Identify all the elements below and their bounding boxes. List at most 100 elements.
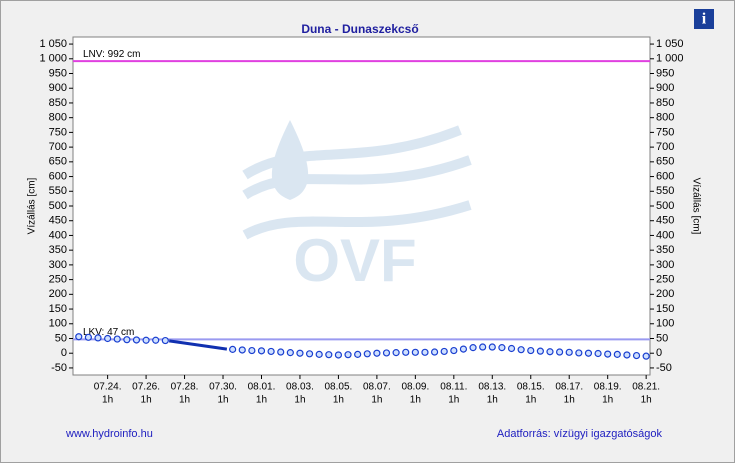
data-point [257,347,266,355]
data-point [479,343,487,351]
x-tick-label: 08.13. [478,382,506,393]
x-tick-time: 1h [564,395,575,406]
footer-link[interactable]: www.hydroinfo.hu [65,428,153,440]
data-point [594,349,602,358]
x-tick-time: 1h [371,395,382,406]
plot-area [72,36,651,376]
data-point [440,347,448,356]
y2-tick-label: 800 [656,112,674,124]
y2-axis-label: Vízállás [cm] [690,178,701,235]
y-tick-label: 700 [49,141,67,153]
x-tick-label: 07.26. [132,382,160,393]
data-point [94,334,102,342]
data-point [421,348,429,356]
data-point [527,346,535,355]
x-tick-time: 1h [102,395,113,406]
data-point [469,344,477,352]
y-tick-label: -50 [51,362,67,374]
x-tick-label: 08.15. [517,382,545,393]
y2-tick-label: 1 000 [656,53,684,65]
x-tick-time: 1h [333,395,344,406]
watermark-logo [242,120,472,240]
x-tick-label: 08.17. [555,382,583,393]
y-tick-label: 550 [49,185,67,197]
chart-title: Duna - Dunaszekcső [301,22,418,36]
y2-tick-label: -50 [656,362,672,374]
data-point [161,336,169,345]
data-point [430,348,439,356]
data-point [488,343,496,351]
data-point [536,347,544,355]
reference-label: LNV: 992 cm [83,49,140,60]
data-point [363,350,371,358]
y-tick-label: 850 [49,97,67,109]
data-point [392,349,400,357]
y2-tick-label: 300 [656,259,674,271]
y2-tick-label: 750 [656,126,674,138]
y-axis-label: Vízállás [cm] [27,177,38,234]
x-tick-label: 07.24. [94,382,122,393]
data-point [450,346,458,355]
info-icon[interactable]: i [702,11,707,28]
data-point [584,349,593,357]
y2-tick-label: 100 [656,318,674,330]
data-point [382,349,391,357]
data-point [623,351,631,359]
x-tick-label: 08.01. [248,382,276,393]
x-tick-time: 1h [141,395,152,406]
y-tick-label: 750 [49,126,67,138]
data-point [84,333,92,341]
y-tick-label: 150 [49,303,67,315]
data-point [546,348,554,356]
y-tick-label: 900 [49,82,67,94]
y-tick-label: 500 [49,200,67,212]
y-tick-label: 950 [49,67,67,79]
data-point [565,348,573,356]
y2-tick-label: 850 [656,97,674,109]
data-point [277,348,285,356]
x-tick-time: 1h [256,395,267,406]
data-point [459,345,468,353]
data-point [229,345,237,353]
y2-tick-label: 950 [656,67,674,79]
data-point [613,350,621,358]
y2-tick-label: 900 [656,82,674,94]
x-tick-label: 08.03. [286,382,314,393]
data-point [238,346,246,354]
data-point [104,334,112,343]
x-tick-label: 08.21. [632,382,660,393]
x-tick-time: 1h [294,395,305,406]
y2-tick-label: 700 [656,141,674,153]
y-tick-label: 1 000 [39,53,67,65]
y2-tick-label: 0 [656,347,662,359]
x-tick-label: 08.09. [401,382,429,393]
y2-tick-label: 650 [656,156,674,168]
y2-tick-label: 400 [656,229,674,241]
y-tick-label: 1 050 [39,38,67,50]
info-button[interactable] [694,9,714,29]
data-point [305,350,314,358]
data-point [344,351,352,359]
y-tick-label: 200 [49,288,67,300]
data-point [152,336,160,344]
y-tick-label: 250 [49,274,67,286]
y-tick-label: 350 [49,244,67,256]
data-point [498,344,506,352]
data-point [315,350,323,358]
reference-label: LKV: 47 cm [83,327,134,338]
x-tick-label: 07.30. [209,382,237,393]
data-point [517,346,525,354]
footer-source: Adatforrás: vízügyi igazgatóságok [497,428,663,440]
data-point [248,346,256,355]
data-point [267,347,275,356]
watermark: OVF [293,227,416,294]
series-line [168,339,228,351]
data-point [123,336,131,344]
data-point [632,351,641,360]
x-tick-time: 1h [217,395,228,406]
data-point [411,348,419,356]
x-tick-label: 08.05. [325,382,353,393]
x-tick-time: 1h [641,395,652,406]
